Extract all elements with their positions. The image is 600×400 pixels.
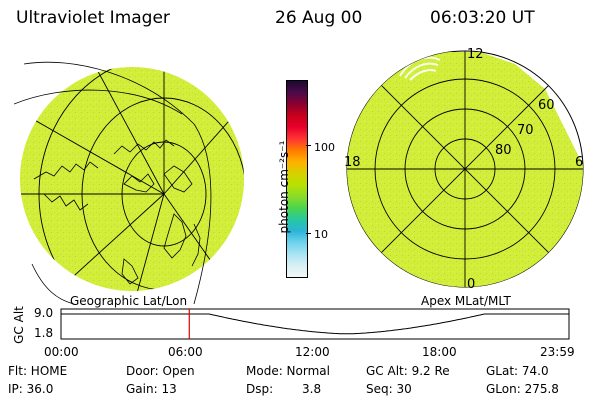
colorbar-tick-10: 10 bbox=[314, 228, 328, 241]
mlt-spokes bbox=[347, 51, 583, 287]
glat-status: GLat: 74.0 bbox=[486, 364, 549, 378]
colorbar-tick-mark bbox=[306, 145, 311, 146]
geographic-image-panel bbox=[14, 61, 244, 304]
color-scale-bar bbox=[286, 80, 308, 278]
gc-alt-status: GC Alt: 9.2 Re bbox=[366, 364, 450, 378]
uv-image-disk-left bbox=[20, 67, 244, 291]
colorbar-tick-mark bbox=[306, 233, 311, 234]
altitude-curve bbox=[61, 313, 569, 335]
colorbar-unit-label: photon cm⁻²s⁻¹ bbox=[277, 140, 291, 234]
glon-status: GLon: 275.8 bbox=[486, 382, 559, 396]
seq-status: Seq: 30 bbox=[366, 382, 412, 396]
filter-status: Flt: HOME bbox=[8, 364, 68, 378]
mlt-label-dawn: 6 bbox=[575, 155, 583, 170]
altitude-timeline bbox=[60, 308, 570, 340]
mlt-label-dusk: 18 bbox=[344, 155, 361, 170]
timeline-tick-0000: 00:00 bbox=[44, 345, 79, 359]
timeline-ymin: 1.8 bbox=[34, 326, 54, 340]
coastlines bbox=[23, 69, 201, 285]
mlt-label-midnight: 0 bbox=[467, 277, 475, 292]
dsp-status-value: 3.8 bbox=[302, 382, 322, 396]
gain-status: Gain: 13 bbox=[126, 382, 177, 396]
mode-status: Mode: Normal bbox=[246, 364, 330, 378]
right-panel-label: Apex MLat/MLT bbox=[421, 294, 511, 308]
timeline-tick-1200: 12:00 bbox=[295, 345, 330, 359]
mlat-label-60: 60 bbox=[538, 98, 555, 113]
orbit-tracks bbox=[14, 61, 212, 304]
mlat-label-70: 70 bbox=[517, 123, 534, 138]
timeline-tick-0600: 06:00 bbox=[168, 345, 203, 359]
timeline-ymax: 9.0 bbox=[34, 306, 54, 320]
timeline-axis-label: GC Alt bbox=[12, 306, 26, 344]
timeline-tick-2359: 23:59 bbox=[540, 345, 575, 359]
date-label: 26 Aug 00 bbox=[275, 8, 363, 28]
colorbar-tick-100: 100 bbox=[314, 141, 335, 154]
left-panel-label: Geographic Lat/Lon bbox=[70, 294, 188, 308]
ip-status: IP: 36.0 bbox=[8, 382, 54, 396]
mlt-image-panel: 60 70 80 12 18 6 0 bbox=[344, 47, 584, 292]
timeline-tick-1800: 18:00 bbox=[422, 345, 457, 359]
dsp-status-label: Dsp: bbox=[246, 382, 274, 396]
mlat-label-80: 80 bbox=[495, 143, 512, 158]
door-status: Door: Open bbox=[126, 364, 195, 378]
mlt-label-noon: 12 bbox=[467, 47, 484, 62]
time-label: 06:03:20 UT bbox=[430, 8, 535, 28]
instrument-title: Ultraviolet Imager bbox=[16, 8, 170, 28]
